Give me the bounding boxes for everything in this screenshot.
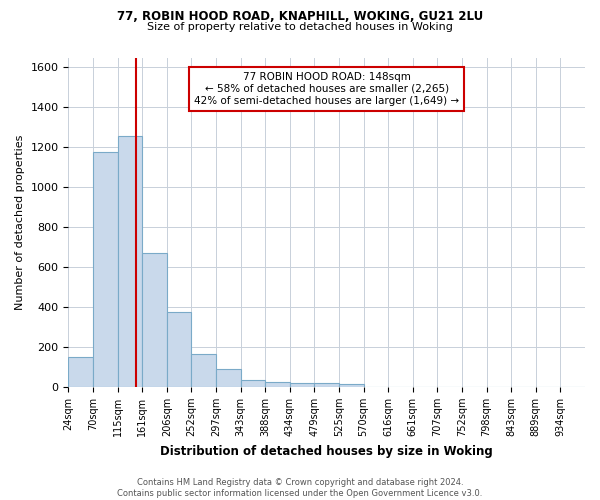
Y-axis label: Number of detached properties: Number of detached properties bbox=[15, 134, 25, 310]
Bar bbox=[142, 253, 167, 387]
Bar bbox=[290, 383, 314, 387]
X-axis label: Distribution of detached houses by size in Woking: Distribution of detached houses by size … bbox=[160, 444, 493, 458]
Bar bbox=[216, 369, 241, 387]
Text: 77 ROBIN HOOD ROAD: 148sqm
← 58% of detached houses are smaller (2,265)
42% of s: 77 ROBIN HOOD ROAD: 148sqm ← 58% of deta… bbox=[194, 72, 459, 106]
Text: 77, ROBIN HOOD ROAD, KNAPHILL, WOKING, GU21 2LU: 77, ROBIN HOOD ROAD, KNAPHILL, WOKING, G… bbox=[117, 10, 483, 23]
Bar bbox=[339, 384, 364, 387]
Text: Contains HM Land Registry data © Crown copyright and database right 2024.
Contai: Contains HM Land Registry data © Crown c… bbox=[118, 478, 482, 498]
Bar bbox=[314, 383, 339, 387]
Bar bbox=[241, 380, 265, 387]
Text: Size of property relative to detached houses in Woking: Size of property relative to detached ho… bbox=[147, 22, 453, 32]
Bar bbox=[68, 357, 93, 387]
Bar bbox=[118, 136, 142, 387]
Bar bbox=[265, 382, 290, 387]
Bar bbox=[93, 152, 118, 387]
Bar bbox=[167, 312, 191, 387]
Bar bbox=[191, 354, 216, 387]
